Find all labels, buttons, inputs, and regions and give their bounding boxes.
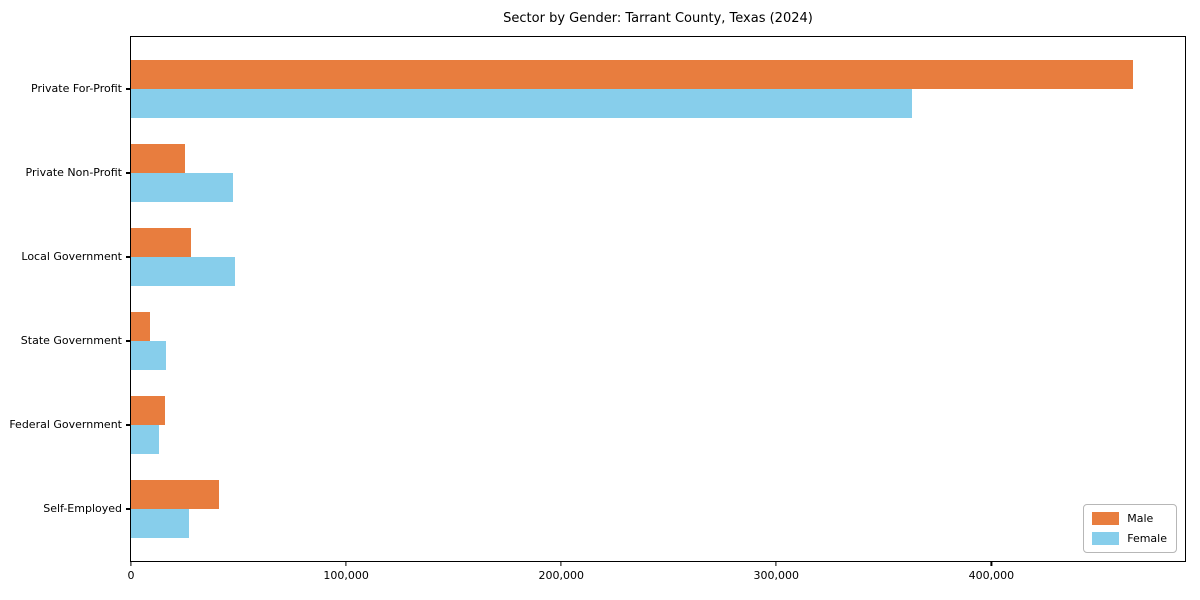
bar-female-private-for-profit	[131, 89, 912, 118]
x-tick-label-300,000: 300,000	[753, 569, 800, 582]
x-tick-label-0: 0	[127, 569, 135, 582]
bar-male-local-government	[131, 228, 192, 257]
legend-swatch-male	[1092, 512, 1120, 525]
bar-female-self-employed	[131, 509, 190, 538]
x-tick-label-200,000: 200,000	[538, 569, 584, 582]
x-tick-200,000	[560, 561, 562, 566]
y-tick-local-government	[126, 256, 131, 258]
y-tick-private-non-profit	[126, 172, 131, 174]
x-tick-100,000	[345, 561, 347, 566]
bar-male-private-non-profit	[131, 144, 185, 173]
y-tick-label-private-non-profit: Private Non-Profit	[25, 166, 122, 179]
y-tick-self-employed	[126, 508, 131, 510]
legend-label-female: Female	[1127, 532, 1167, 545]
bar-female-private-non-profit	[131, 173, 234, 202]
y-tick-federal-government	[126, 424, 131, 426]
legend-item-male: Male	[1092, 512, 1167, 525]
legend-swatch-female	[1092, 532, 1120, 545]
bar-male-federal-government	[131, 396, 166, 425]
x-tick-400,000	[990, 561, 992, 566]
x-tick-label-400,000: 400,000	[968, 569, 1015, 582]
x-tick-label-100,000: 100,000	[323, 569, 369, 582]
y-tick-state-government	[126, 340, 131, 342]
y-tick-label-state-government: State Government	[20, 334, 122, 347]
chart-title: Sector by Gender: Tarrant County, Texas …	[503, 11, 813, 26]
bar-male-private-for-profit	[131, 60, 1134, 89]
legend-item-female: Female	[1092, 532, 1167, 545]
bar-female-local-government	[131, 257, 236, 286]
y-tick-label-federal-government: Federal Government	[9, 418, 122, 431]
x-tick-300,000	[775, 561, 777, 566]
bar-female-state-government	[131, 341, 167, 370]
y-tick-label-self-employed: Self-Employed	[43, 502, 122, 515]
bar-female-federal-government	[131, 425, 159, 454]
bar-male-state-government	[131, 312, 151, 341]
x-tick-0	[130, 561, 132, 566]
y-tick-label-local-government: Local Government	[21, 250, 122, 263]
bar-male-self-employed	[131, 480, 220, 509]
legend: Male Female	[1083, 504, 1177, 553]
plot-area: Private For-Profit Private Non-Profit Loca…	[9, 36, 1186, 582]
y-tick-label-private-for-profit: Private For-Profit	[31, 82, 122, 95]
legend-label-male: Male	[1127, 512, 1154, 525]
y-tick-private-for-profit	[126, 88, 131, 90]
